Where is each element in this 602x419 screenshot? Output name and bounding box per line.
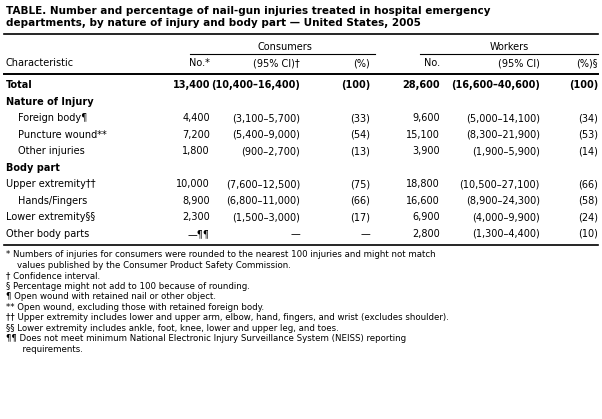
Text: (24): (24) bbox=[578, 212, 598, 222]
Text: 15,100: 15,100 bbox=[406, 130, 440, 140]
Text: (%): (%) bbox=[353, 58, 370, 68]
Text: Total: Total bbox=[6, 80, 33, 91]
Text: (100): (100) bbox=[569, 80, 598, 91]
Text: Lower extremity§§: Lower extremity§§ bbox=[6, 212, 95, 222]
Text: (10,400–16,400): (10,400–16,400) bbox=[211, 80, 300, 91]
Text: (13): (13) bbox=[350, 146, 370, 156]
Text: ** Open wound, excluding those with retained foreign body.: ** Open wound, excluding those with reta… bbox=[6, 303, 264, 311]
Text: Other injuries: Other injuries bbox=[18, 146, 85, 156]
Text: (95% CI)†: (95% CI)† bbox=[253, 58, 300, 68]
Text: * Numbers of injuries for consumers were rounded to the nearest 100 injuries and: * Numbers of injuries for consumers were… bbox=[6, 250, 436, 259]
Text: Consumers: Consumers bbox=[258, 42, 312, 52]
Text: (900–2,700): (900–2,700) bbox=[241, 146, 300, 156]
Text: § Percentage might not add to 100 because of rounding.: § Percentage might not add to 100 becaus… bbox=[6, 282, 250, 290]
Text: 7,200: 7,200 bbox=[182, 130, 210, 140]
Text: †† Upper extremity includes lower and upper arm, elbow, hand, fingers, and wrist: †† Upper extremity includes lower and up… bbox=[6, 313, 448, 322]
Text: (33): (33) bbox=[350, 114, 370, 124]
Text: 10,000: 10,000 bbox=[176, 179, 210, 189]
Text: 3,900: 3,900 bbox=[412, 146, 440, 156]
Text: Foreign body¶: Foreign body¶ bbox=[18, 114, 87, 124]
Text: values published by the Consumer Product Safety Commission.: values published by the Consumer Product… bbox=[6, 261, 291, 269]
Text: (5,000–14,100): (5,000–14,100) bbox=[466, 114, 540, 124]
Text: (3,100–5,700): (3,100–5,700) bbox=[232, 114, 300, 124]
Text: 6,900: 6,900 bbox=[412, 212, 440, 222]
Text: No.: No. bbox=[424, 58, 440, 68]
Text: (66): (66) bbox=[350, 196, 370, 206]
Text: † Confidence interval.: † Confidence interval. bbox=[6, 271, 100, 280]
Text: Nature of Injury: Nature of Injury bbox=[6, 97, 94, 107]
Text: Other body parts: Other body parts bbox=[6, 229, 89, 239]
Text: 13,400: 13,400 bbox=[173, 80, 210, 91]
Text: requirements.: requirements. bbox=[6, 344, 83, 354]
Text: 2,800: 2,800 bbox=[412, 229, 440, 239]
Text: Body part: Body part bbox=[6, 163, 60, 173]
Text: (8,900–24,300): (8,900–24,300) bbox=[466, 196, 540, 206]
Text: departments, by nature of injury and body part — United States, 2005: departments, by nature of injury and bod… bbox=[6, 18, 421, 28]
Text: 28,600: 28,600 bbox=[402, 80, 440, 91]
Text: No.*: No.* bbox=[189, 58, 210, 68]
Text: (7,600–12,500): (7,600–12,500) bbox=[226, 179, 300, 189]
Text: 1,800: 1,800 bbox=[182, 146, 210, 156]
Text: TABLE. Number and percentage of nail-gun injuries treated in hospital emergency: TABLE. Number and percentage of nail-gun… bbox=[6, 6, 491, 16]
Text: Characteristic: Characteristic bbox=[6, 58, 74, 68]
Text: (1,900–5,900): (1,900–5,900) bbox=[472, 146, 540, 156]
Text: 9,600: 9,600 bbox=[412, 114, 440, 124]
Text: (58): (58) bbox=[578, 196, 598, 206]
Text: (34): (34) bbox=[578, 114, 598, 124]
Text: —: — bbox=[360, 229, 370, 239]
Text: (17): (17) bbox=[350, 212, 370, 222]
Text: (75): (75) bbox=[350, 179, 370, 189]
Text: (1,500–3,000): (1,500–3,000) bbox=[232, 212, 300, 222]
Text: (100): (100) bbox=[341, 80, 370, 91]
Text: (5,400–9,000): (5,400–9,000) bbox=[232, 130, 300, 140]
Text: Workers: Workers bbox=[489, 42, 529, 52]
Text: (54): (54) bbox=[350, 130, 370, 140]
Text: 8,900: 8,900 bbox=[182, 196, 210, 206]
Text: (1,300–4,400): (1,300–4,400) bbox=[472, 229, 540, 239]
Text: (16,600–40,600): (16,600–40,600) bbox=[451, 80, 540, 91]
Text: (4,000–9,900): (4,000–9,900) bbox=[472, 212, 540, 222]
Text: ¶ Open wound with retained nail or other object.: ¶ Open wound with retained nail or other… bbox=[6, 292, 216, 301]
Text: (66): (66) bbox=[578, 179, 598, 189]
Text: —¶¶: —¶¶ bbox=[188, 229, 210, 239]
Text: 4,400: 4,400 bbox=[182, 114, 210, 124]
Text: (53): (53) bbox=[578, 130, 598, 140]
Text: (6,800–11,000): (6,800–11,000) bbox=[226, 196, 300, 206]
Text: (95% CI): (95% CI) bbox=[498, 58, 540, 68]
Text: Puncture wound**: Puncture wound** bbox=[18, 130, 107, 140]
Text: (10): (10) bbox=[578, 229, 598, 239]
Text: ¶¶ Does not meet minimum National Electronic Injury Surveillance System (NEISS) : ¶¶ Does not meet minimum National Electr… bbox=[6, 334, 406, 343]
Text: 2,300: 2,300 bbox=[182, 212, 210, 222]
Text: §§ Lower extremity includes ankle, foot, knee, lower and upper leg, and toes.: §§ Lower extremity includes ankle, foot,… bbox=[6, 323, 339, 333]
Text: Upper extremity††: Upper extremity†† bbox=[6, 179, 96, 189]
Text: (8,300–21,900): (8,300–21,900) bbox=[466, 130, 540, 140]
Text: (%)§: (%)§ bbox=[576, 58, 598, 68]
Text: —: — bbox=[290, 229, 300, 239]
Text: (14): (14) bbox=[578, 146, 598, 156]
Text: Hands/Fingers: Hands/Fingers bbox=[18, 196, 87, 206]
Text: (10,500–27,100): (10,500–27,100) bbox=[459, 179, 540, 189]
Text: 16,600: 16,600 bbox=[406, 196, 440, 206]
Text: 18,800: 18,800 bbox=[406, 179, 440, 189]
